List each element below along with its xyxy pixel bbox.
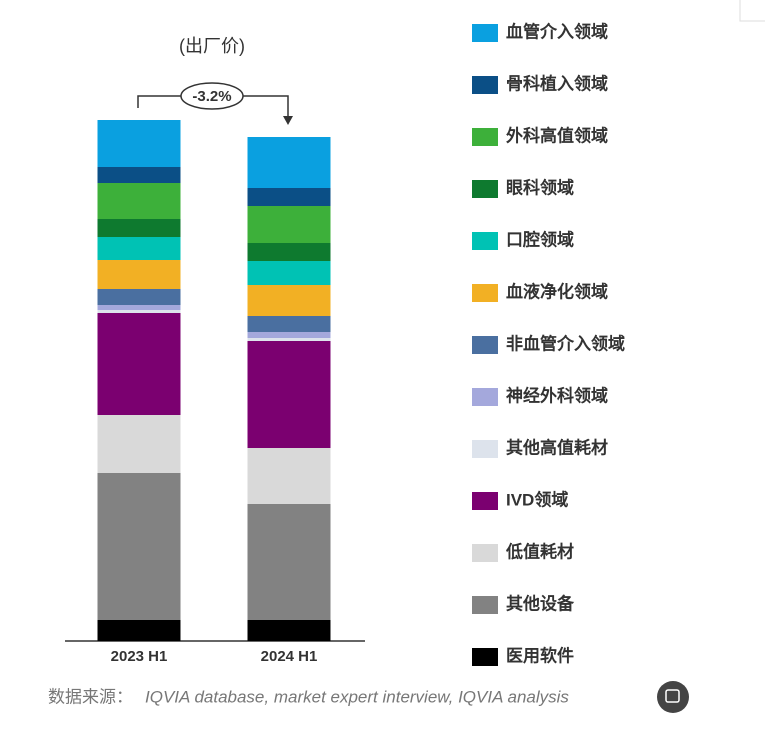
legend-swatch	[472, 440, 498, 458]
legend-swatch	[472, 544, 498, 562]
bar-segment	[247, 285, 331, 316]
chart-subtitle: (出厂价)	[179, 36, 245, 56]
corner-box	[739, 0, 765, 22]
legend-swatch	[472, 232, 498, 250]
bar-segment	[247, 261, 331, 285]
legend-swatch	[472, 596, 498, 614]
legend-label: 其他高值耗材	[506, 437, 608, 457]
bar-segment	[247, 341, 331, 448]
legend-swatch	[472, 388, 498, 406]
legend-swatch	[472, 284, 498, 302]
bar-segment	[247, 620, 331, 641]
change-arrow	[283, 116, 293, 125]
legend-label: 医用软件	[506, 645, 574, 665]
bar-segment	[97, 260, 181, 289]
bar-segment	[97, 167, 181, 183]
x-tick-label: 2024 H1	[261, 648, 318, 665]
legend-swatch	[472, 24, 498, 42]
bar-segment	[247, 448, 331, 504]
legend-swatch	[472, 492, 498, 510]
bar-segment	[97, 237, 181, 260]
legend-label: 血管介入领域	[506, 21, 608, 41]
image-button[interactable]	[657, 681, 689, 713]
bar-segment	[97, 305, 181, 310]
legend-swatch	[472, 128, 498, 146]
legend-label: 低值耗材	[505, 541, 574, 561]
legend-label: 骨科植入领域	[506, 73, 608, 93]
source-text: IQVIA database, market expert interview,…	[145, 687, 569, 706]
bar-segment	[97, 313, 181, 415]
bar-segment	[247, 316, 331, 332]
legend-label: 口腔领域	[506, 229, 574, 249]
bar-segment	[247, 332, 331, 338]
legend-label: 神经外科领域	[506, 385, 608, 405]
legend-label: IVD领域	[506, 489, 568, 509]
bar-segment	[247, 243, 331, 261]
source-label: 数据来源：	[48, 687, 133, 706]
bar-segment	[97, 289, 181, 305]
change-badge	[180, 82, 244, 110]
image-button-icon[interactable]	[665, 689, 680, 703]
bar-segment	[247, 338, 331, 341]
legend-label: 非血管介入领域	[506, 333, 625, 353]
bar-segment	[97, 183, 181, 219]
legend-label: 血液净化领域	[506, 281, 608, 301]
bar-segment	[97, 310, 181, 313]
change-label: -3.2%	[192, 88, 231, 105]
bar-segment	[97, 415, 181, 473]
bar-segment	[97, 473, 181, 620]
bar-segment	[247, 137, 331, 188]
legend-label: 眼科领域	[506, 177, 574, 197]
bar-segment	[97, 120, 181, 167]
legend-swatch	[472, 648, 498, 666]
legend-label: 其他设备	[506, 593, 575, 613]
bar-segment	[97, 219, 181, 237]
bar-segment	[247, 504, 331, 620]
bar-segment	[247, 188, 331, 206]
x-tick-label: 2023 H1	[111, 648, 168, 665]
bar-segment	[247, 206, 331, 243]
legend-label: 外科高值领域	[506, 125, 608, 145]
legend-swatch	[472, 336, 498, 354]
change-bracket	[137, 95, 289, 118]
legend-swatch	[472, 76, 498, 94]
bar-segment	[97, 620, 181, 641]
legend-swatch	[472, 180, 498, 198]
